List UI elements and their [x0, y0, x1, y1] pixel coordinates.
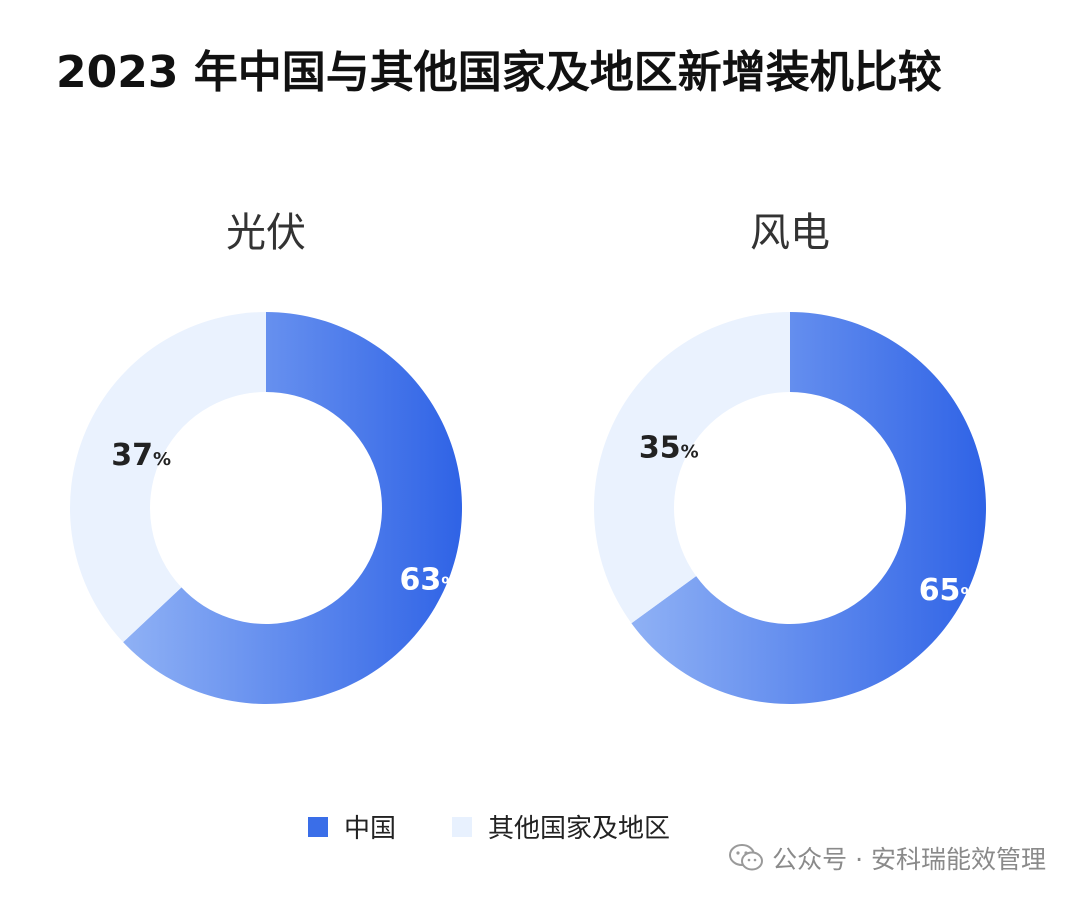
donut-title-wind: 风电	[750, 210, 830, 256]
slice-wind-other	[594, 312, 790, 624]
legend-label-china: 中国	[344, 814, 397, 844]
wechat-icon	[729, 844, 764, 871]
data-label-wind-china: 65%	[919, 573, 979, 608]
slice-wind-china	[631, 311, 986, 704]
data-label-pv-china: 63%	[399, 563, 459, 598]
data-label-wind-other: 35%	[639, 430, 699, 465]
data-label-pv-other: 37%	[111, 438, 171, 473]
legend: 中国 其他国家及地区	[308, 808, 726, 845]
chart-title: 2023 年中国与其他国家及地区新增装机比较	[56, 47, 942, 98]
watermark-text: 公众号 · 安科瑞能效管理	[772, 845, 1046, 874]
slice-pv-china	[123, 312, 463, 704]
legend-swatch-other	[452, 816, 473, 837]
legend-label-other: 其他国家及地区	[488, 814, 671, 844]
slice-pv-other	[70, 312, 267, 643]
legend-swatch-china	[308, 816, 328, 837]
donut-title-pv: 光伏	[226, 210, 306, 256]
legend-item-china: 中国	[308, 808, 396, 845]
legend-item-other: 其他国家及地区	[452, 808, 670, 845]
watermark: 公众号 · 安科瑞能效管理	[728, 840, 1046, 876]
